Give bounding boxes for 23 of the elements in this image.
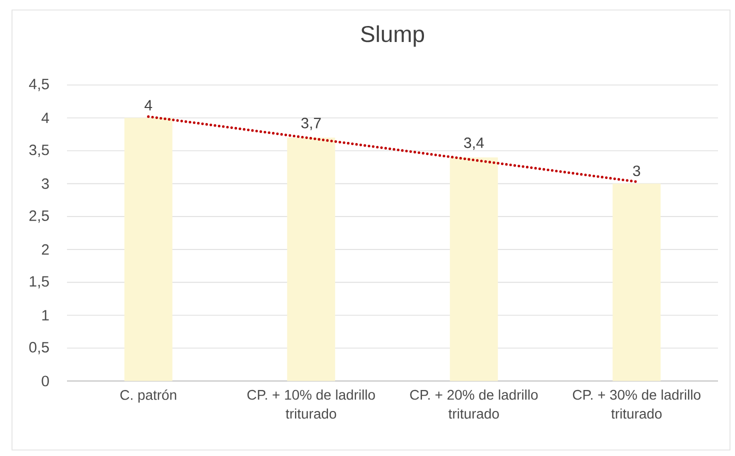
x-tick-label: C. patrón [120, 390, 176, 403]
data-label: 3,4 [464, 137, 484, 150]
data-label: 4 [144, 100, 152, 110]
data-label: 3 [633, 166, 640, 176]
x-tick-label: CP. + 20% de ladrillo triturado [410, 390, 538, 419]
chart-title: Slump [361, 25, 424, 47]
bar [287, 138, 336, 381]
bar [450, 157, 498, 381]
y-tick-label: 1 [42, 310, 49, 320]
bar [612, 184, 661, 381]
x-tick-label: CP. + 30% de ladrillo triturado [572, 390, 700, 419]
y-tick-label: 0,5 [29, 342, 49, 354]
y-tick-label: 4 [42, 112, 50, 124]
y-tick-label: 2 [42, 244, 49, 255]
data-label: 3,7 [301, 118, 321, 130]
y-tick-label: 4,5 [29, 78, 49, 92]
bar [124, 118, 172, 381]
y-tick-label: 1,5 [30, 276, 49, 288]
y-tick-label: 3,5 [29, 144, 49, 157]
x-tick-label: CP. + 10% de ladrillo triturado [247, 390, 375, 419]
y-tick-label: 2,5 [29, 210, 49, 223]
y-tick-label: 0 [42, 376, 49, 386]
y-tick-label: 3 [42, 178, 49, 189]
